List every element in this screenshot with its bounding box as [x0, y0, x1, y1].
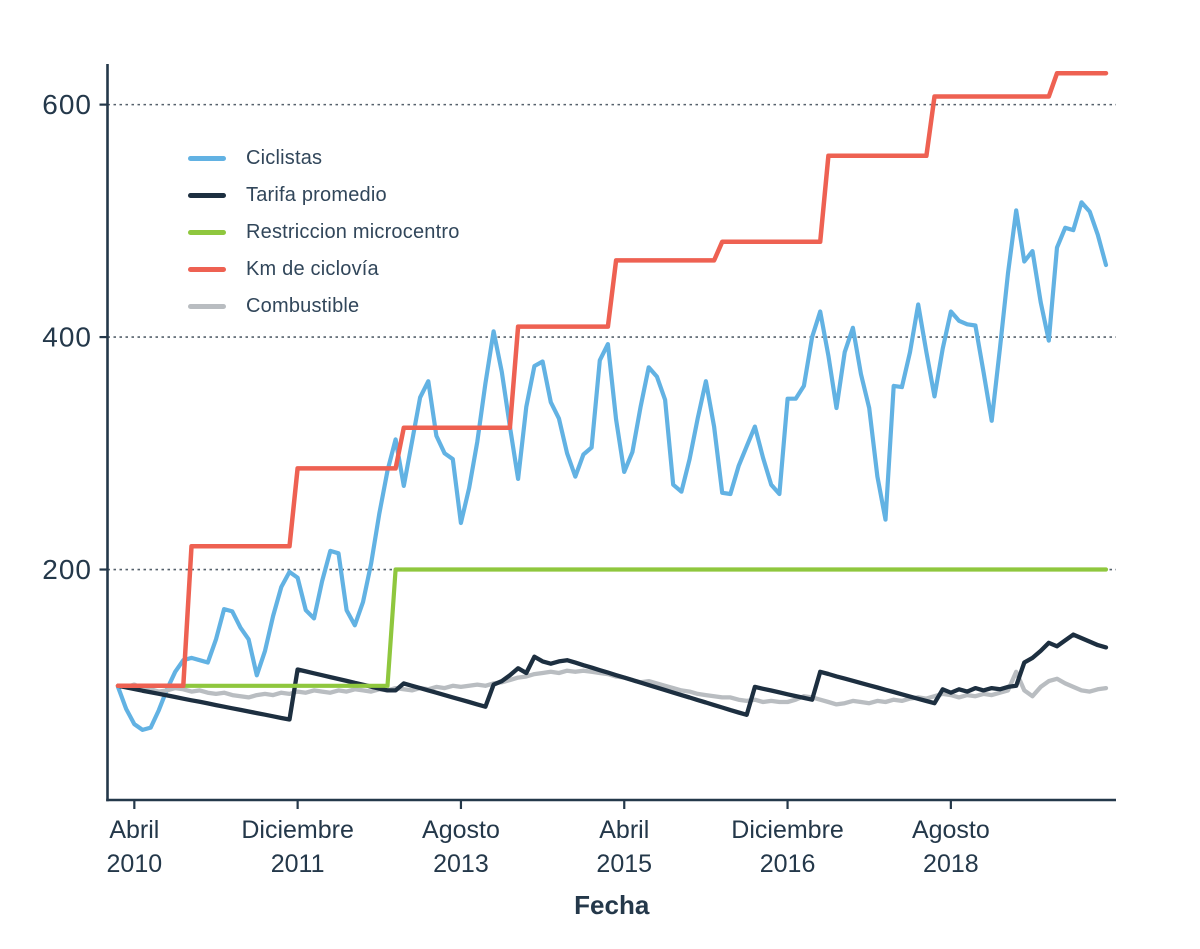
- y-tick-label-600: 600: [42, 89, 92, 120]
- y-tick-label-400: 400: [42, 322, 92, 353]
- x-axis-title: Fecha: [574, 890, 650, 920]
- legend-label: Combustible: [246, 294, 360, 317]
- legend-swatch-icon: [188, 155, 226, 161]
- legend-item-km-de-ciclov-a: Km de ciclovía: [188, 258, 460, 280]
- legend-swatch-icon: [188, 192, 226, 198]
- series-line-restriccion-microcentro: [115, 567, 1109, 688]
- legend-swatch-icon: [188, 229, 226, 235]
- legend-item-restriccion-microcentro: Restriccion microcentro: [188, 221, 460, 243]
- legend-swatch-icon: [188, 303, 226, 309]
- legend-swatch-icon: [188, 266, 226, 272]
- legend-item-tarifa-promedio: Tarifa promedio: [188, 184, 460, 206]
- legend-label: Ciclistas: [246, 146, 323, 169]
- legend-label: Km de ciclovía: [246, 257, 379, 280]
- legend-label: Tarifa promedio: [246, 183, 387, 206]
- x-tick-label-2010: Abril 2010: [107, 816, 163, 878]
- x-tick-label-2016: Diciembre 2016: [731, 816, 844, 878]
- legend-item-combustible: Combustible: [188, 295, 460, 317]
- x-tick-label-2018: Agosto 2018: [912, 816, 990, 878]
- legend: Ciclistas Tarifa promedio Restriccion micr…: [188, 147, 460, 317]
- series-line-tarifa-promedio: [115, 632, 1109, 722]
- x-tick-label-2013: Agosto 2013: [422, 816, 500, 878]
- legend-item-ciclistas: Ciclistas: [188, 147, 460, 169]
- legend-label: Restriccion microcentro: [246, 220, 460, 243]
- y-tick-label-200: 200: [42, 554, 92, 585]
- x-tick-label-2015: Abril 2015: [596, 816, 652, 878]
- series-line-ciclistas: [115, 200, 1109, 733]
- x-tick-label-2011: Diciembre 2011: [241, 816, 354, 878]
- series-line-km-de-ciclov-a: [115, 70, 1109, 689]
